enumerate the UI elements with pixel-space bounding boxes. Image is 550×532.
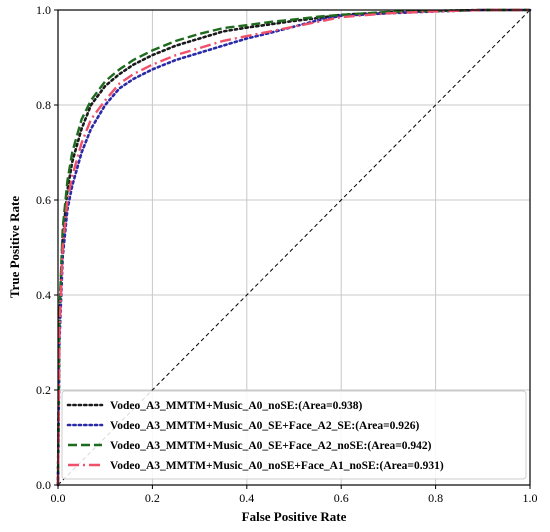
y-tick-label: 0.6 <box>36 193 51 207</box>
x-tick-label: 0.8 <box>428 491 443 505</box>
y-tick-label: 1.0 <box>36 3 51 17</box>
roc-curve-series-4 <box>56 8 530 486</box>
y-tick-label: 0.8 <box>36 98 51 112</box>
x-tick-label: 1.0 <box>523 491 538 505</box>
x-tick-label: 0.2 <box>145 491 160 505</box>
legend-label-2: Vodeo_A3_MMTM+Music_A0_SE+Face_A2_SE:(Ar… <box>110 420 420 432</box>
y-tick-label: 0.0 <box>36 478 51 492</box>
roc-curve-series-3 <box>56 8 530 486</box>
legend-label-3: Vodeo_A3_MMTM+Music_A0_SE+Face_A2_noSE:(… <box>110 440 432 452</box>
legend-label-1: Vodeo_A3_MMTM+Music_A0_noSE:(Area=0.938) <box>110 400 363 412</box>
x-tick-label: 0.0 <box>51 491 66 505</box>
x-tick-label: 0.6 <box>334 491 349 505</box>
y-axis-label: True Positive Rate <box>7 196 22 299</box>
y-axis-ticks: 0.0 0.2 0.4 0.6 0.8 1.0 <box>36 3 58 492</box>
legend-label-4: Vodeo_A3_MMTM+Music_A0_noSE+Face_A1_noSE… <box>110 460 444 472</box>
x-axis-label: False Positive Rate <box>242 509 347 524</box>
legend-box <box>61 390 527 480</box>
y-tick-label: 0.4 <box>36 288 51 302</box>
series-layer <box>56 8 532 487</box>
y-tick-label: 0.2 <box>36 383 51 397</box>
legend: Vodeo_A3_MMTM+Music_A0_noSE:(Area=0.938)… <box>61 390 527 480</box>
plot-frame <box>57 9 531 486</box>
x-tick-label: 0.4 <box>239 491 254 505</box>
x-axis-ticks: 0.0 0.2 0.4 0.6 0.8 1.0 <box>51 485 538 505</box>
